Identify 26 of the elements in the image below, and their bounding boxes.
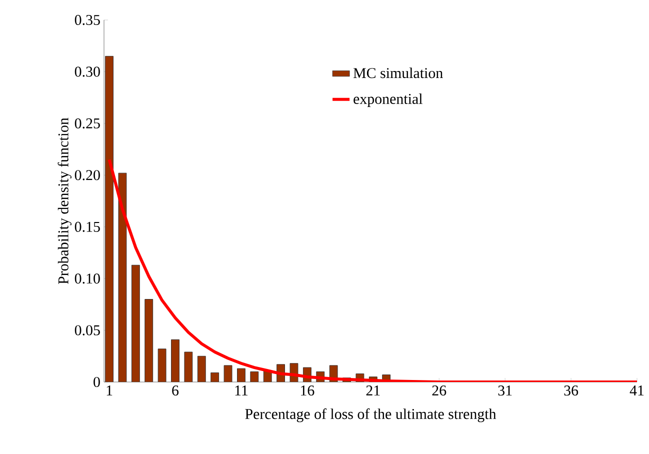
- y-tick-label: 0.15: [74, 222, 100, 232]
- y-tick-label: 0: [94, 376, 100, 388]
- bar: [197, 356, 206, 382]
- x-axis-title: Percentage of loss of the ultimate strength: [245, 408, 496, 422]
- x-tick-label: 36: [564, 386, 578, 396]
- y-tick-label: 0.35: [74, 14, 100, 26]
- y-axis-title: Probability density function: [58, 118, 72, 284]
- bar: [105, 56, 114, 382]
- legend-label: MC simulation: [353, 68, 443, 78]
- y-tick-label: 0.30: [74, 66, 100, 77]
- y-tick-label: 0.10: [74, 273, 100, 284]
- x-tick-label: 26: [432, 386, 446, 396]
- x-tick-label: 1: [106, 386, 112, 396]
- x-tick-label: 21: [366, 386, 380, 396]
- y-tick-label: 0.25: [74, 118, 100, 129]
- bar: [131, 264, 140, 382]
- x-tick-label: 41: [630, 386, 644, 396]
- x-tick-label: 11: [235, 386, 248, 396]
- bar: [171, 339, 180, 382]
- legend-label: exponential: [354, 93, 422, 108]
- y-tick-label: 0.20: [74, 170, 100, 180]
- y-tick-label: 0.05: [74, 325, 100, 336]
- bar: [144, 299, 154, 382]
- x-tick-label: 6: [172, 386, 179, 396]
- x-tick-label: 16: [301, 386, 314, 396]
- x-tick-label: 31: [498, 386, 512, 396]
